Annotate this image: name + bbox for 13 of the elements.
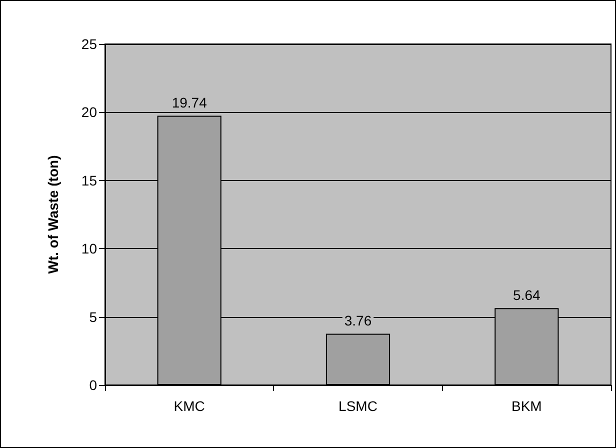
y-tick-label: 10 — [81, 240, 98, 257]
x-tick-label: LSMC — [338, 398, 378, 414]
data-label: 5.64 — [513, 287, 541, 304]
y-tick-label: 5 — [89, 308, 98, 325]
y-tick-label: 0 — [89, 377, 98, 393]
x-tick-label: KMC — [174, 398, 205, 414]
y-tick-label: 25 — [81, 36, 98, 52]
x-tick-label: BKM — [511, 398, 542, 414]
y-axis-title: Wt. of Waste (ton) — [45, 155, 61, 274]
y-tick-label: 15 — [81, 172, 98, 188]
y-tick-label: 20 — [81, 104, 98, 120]
data-label: 3.76 — [344, 312, 372, 329]
data-label: 19.74 — [172, 94, 208, 111]
